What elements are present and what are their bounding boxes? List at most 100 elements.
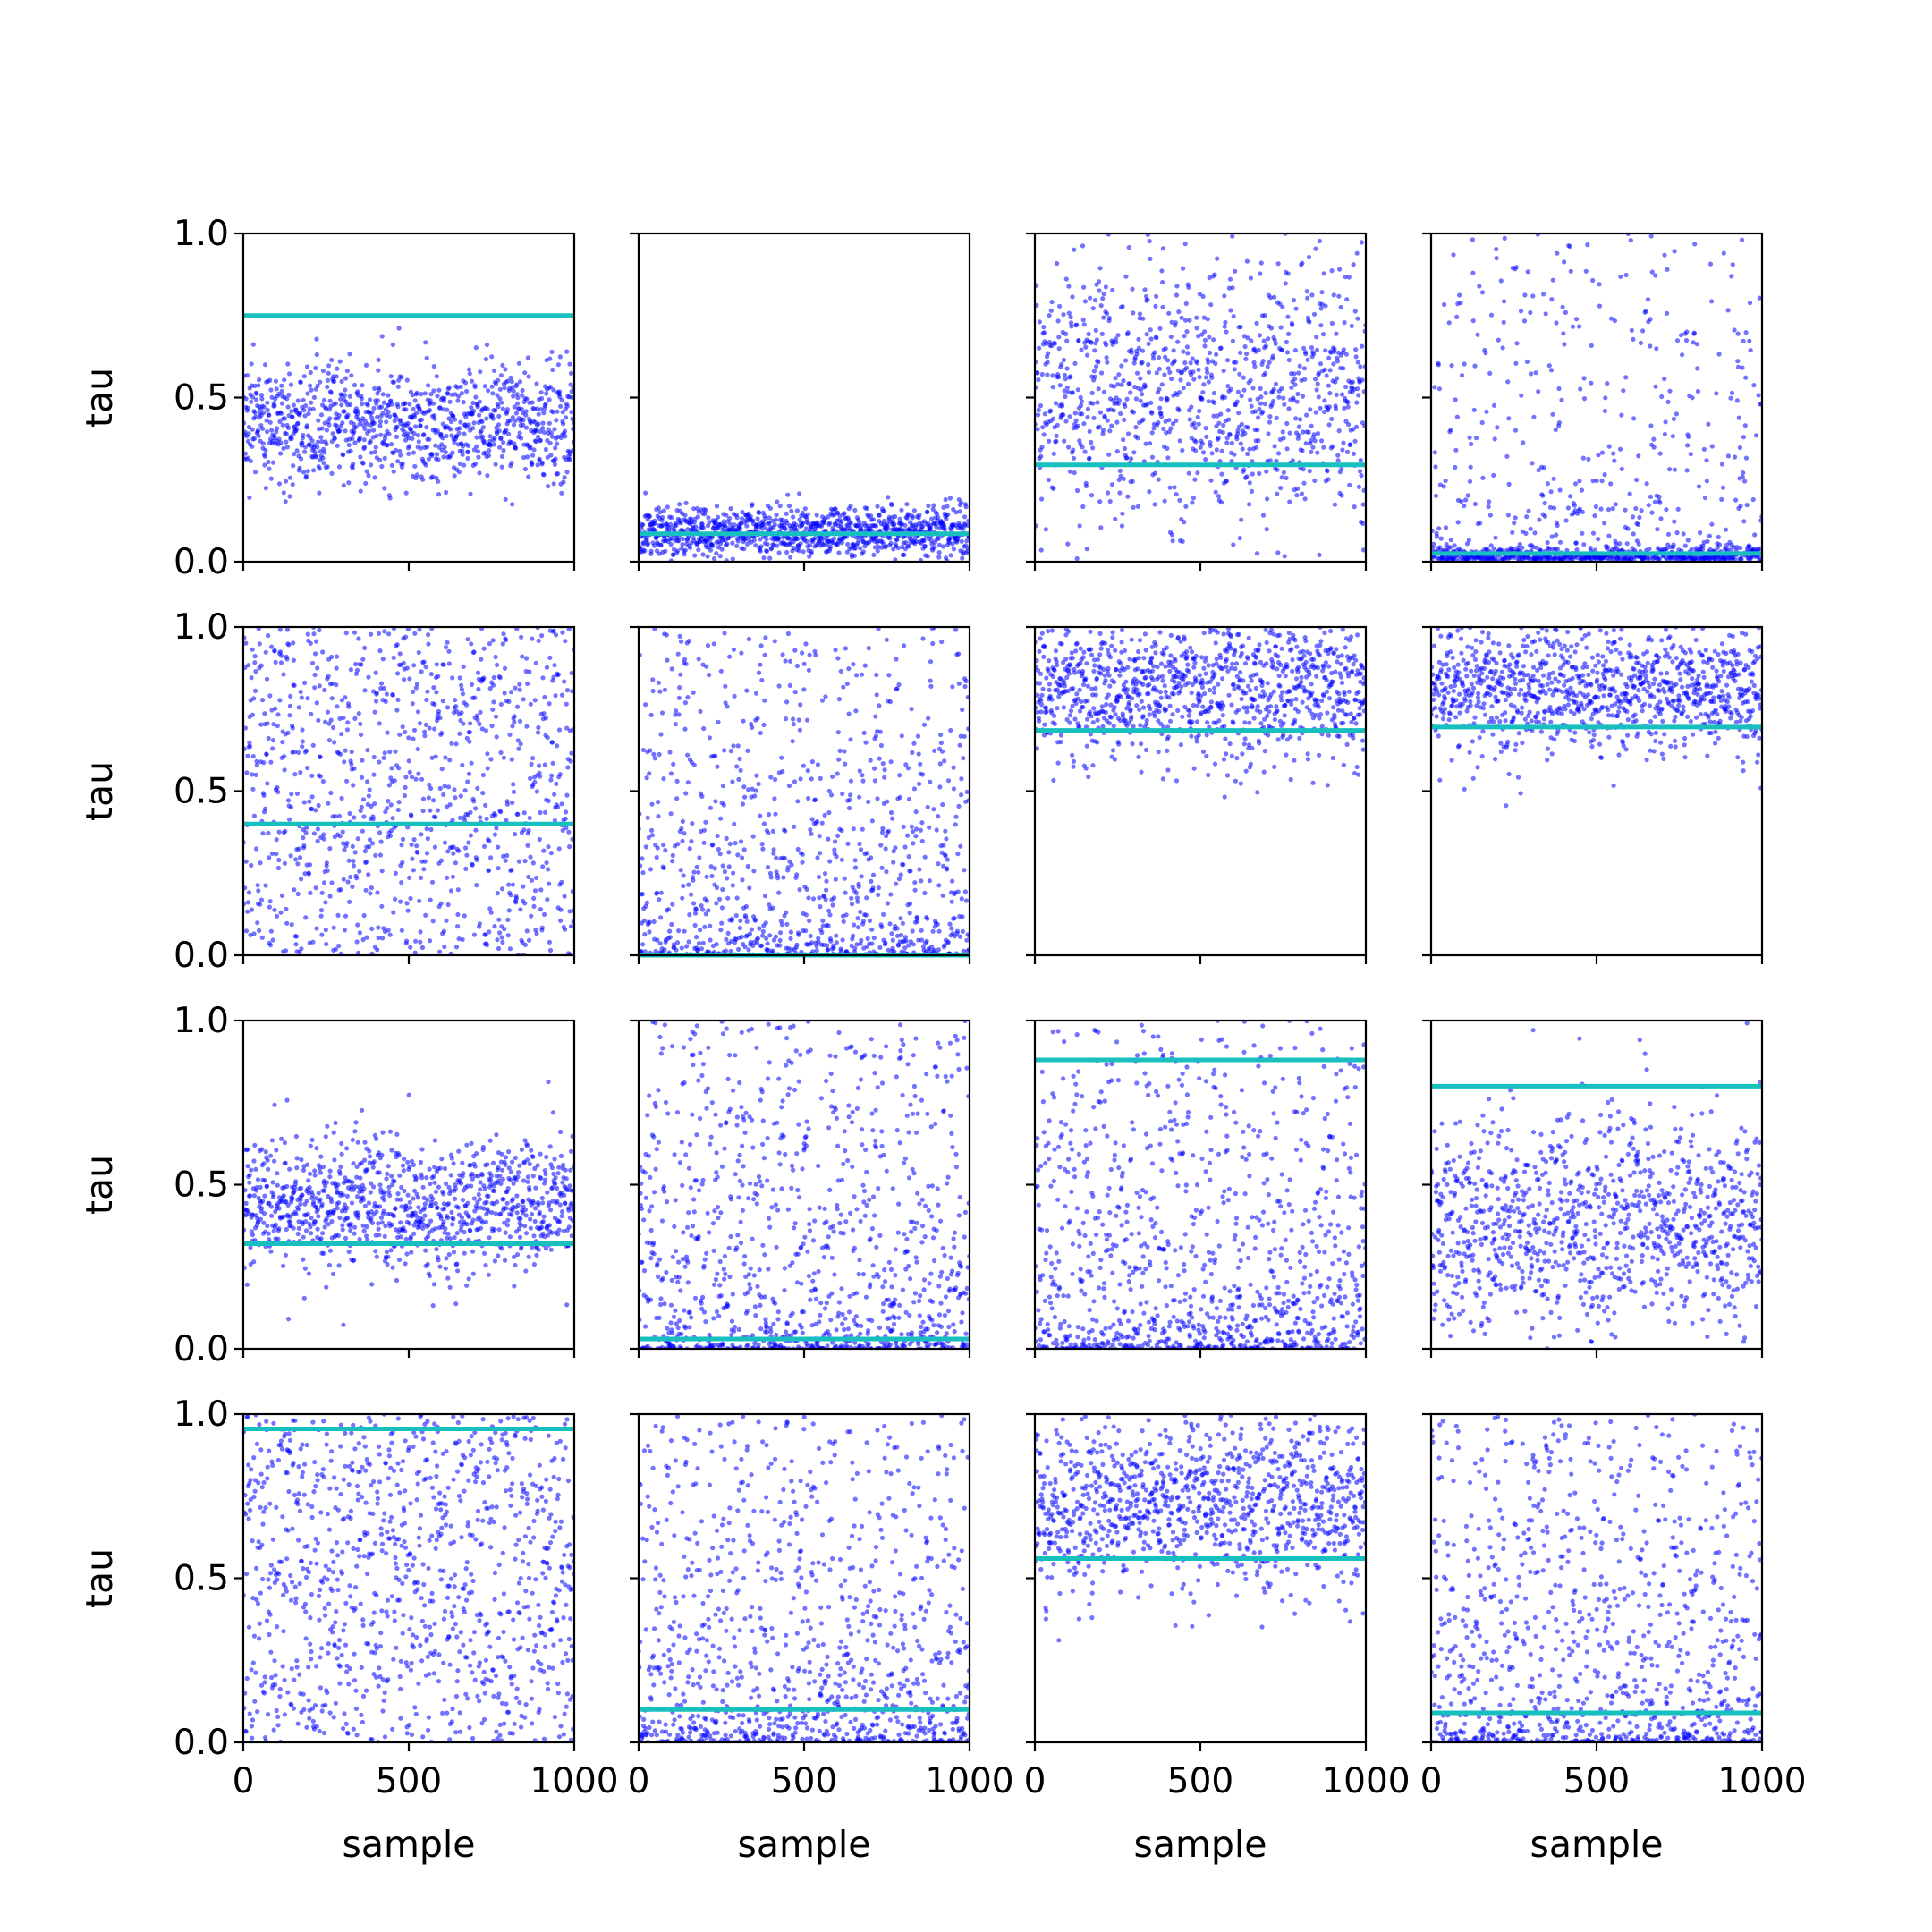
scatter-point [1087,428,1092,434]
scatter-point [1061,412,1066,418]
scatter-point [1739,556,1744,562]
scatter-point [325,464,330,470]
scatter-point [1574,547,1580,553]
scatter-point [416,771,421,776]
scatter-point [439,442,445,447]
scatter-point [1191,420,1197,426]
scatter-series [1431,233,1762,562]
scatter-point [1351,262,1356,267]
scatter-point [262,462,267,468]
scatter-point [305,766,310,771]
scatter-point [1281,470,1286,475]
scatter-point [1294,399,1300,404]
scatter-point [523,656,530,661]
scatter-point [542,694,547,700]
scatter-point [1330,444,1335,449]
scatter-point [1234,436,1240,442]
scatter-point [1747,301,1753,306]
scatter-point [1358,457,1363,463]
scatter-point [266,459,271,465]
scatter-point [944,516,949,521]
scatter-point [1209,375,1215,380]
scatter-point [360,828,365,834]
scatter-point [1262,313,1267,318]
scatter-point [309,773,315,779]
scatter-point [1453,447,1459,453]
scatter-point [424,697,429,703]
scatter-point [1125,494,1131,499]
scatter-point [1580,530,1585,536]
scatter-point [377,419,383,425]
scatter-point [1074,487,1080,494]
scatter-point [418,445,424,451]
scatter-point [356,950,361,955]
scatter-point [451,844,456,850]
scatter-point [1043,527,1048,532]
scatter-point [1202,337,1208,343]
scatter-point [1046,438,1052,444]
scatter-point [886,514,892,521]
scatter-point [402,401,408,406]
scatter-point [822,520,827,525]
scatter-point [267,419,273,425]
scatter-point [319,890,325,895]
scatter-point [1205,317,1210,322]
scatter-point [459,391,465,396]
scatter-point [559,397,564,403]
scatter-point [369,841,376,846]
scatter-point [1304,289,1309,294]
scatter-point [498,701,504,708]
scatter-point [1565,505,1571,511]
scatter-point [1100,428,1106,433]
scatter-point [1185,381,1191,386]
scatter-point [1268,326,1274,331]
scatter-point [539,633,545,639]
scatter-point [1077,523,1082,529]
scatter-point [306,871,311,877]
scatter-point [1594,478,1599,484]
scatter-point [1685,443,1690,448]
scatter-point [528,854,533,860]
scatter-point [1124,455,1130,461]
scatter-point [1100,296,1106,301]
scatter-point [1222,293,1227,299]
scatter-point [500,641,505,647]
scatter-point [489,724,495,729]
scatter-point [1662,252,1667,258]
scatter-point [442,840,448,845]
scatter-point [744,523,750,529]
scatter-point [550,678,555,683]
scatter-point [513,411,520,416]
scatter-point [1051,451,1056,456]
scatter-point [1355,316,1360,321]
scatter-point [1248,397,1253,402]
scatter-point [465,449,471,455]
scatter-point [424,851,430,856]
scatter-point [284,445,290,450]
scatter-point [379,463,385,470]
scatter-point [1203,456,1208,462]
scatter-point [350,884,355,890]
scatter-point [1122,445,1128,452]
scatter-point [767,505,774,511]
scatter-point [250,647,255,652]
scatter-point [1648,317,1653,322]
scatter-point [371,420,377,426]
scatter-point [1437,545,1443,550]
scatter-point [525,454,530,460]
scatter-point [441,454,446,460]
scatter-point [1667,467,1673,472]
scatter-point [1242,343,1248,350]
scatter-point [1518,309,1524,314]
scatter-point [1281,436,1286,441]
scatter-point [1106,452,1112,457]
scatter-point [510,385,515,390]
scatter-point [279,653,284,658]
scatter-point [1555,547,1561,552]
scatter-point [1309,449,1314,454]
scatter-point [1103,284,1108,290]
scatter-point [358,488,363,494]
scatter-point [1046,477,1051,483]
scatter-point [962,514,968,520]
scatter-point [411,414,418,419]
